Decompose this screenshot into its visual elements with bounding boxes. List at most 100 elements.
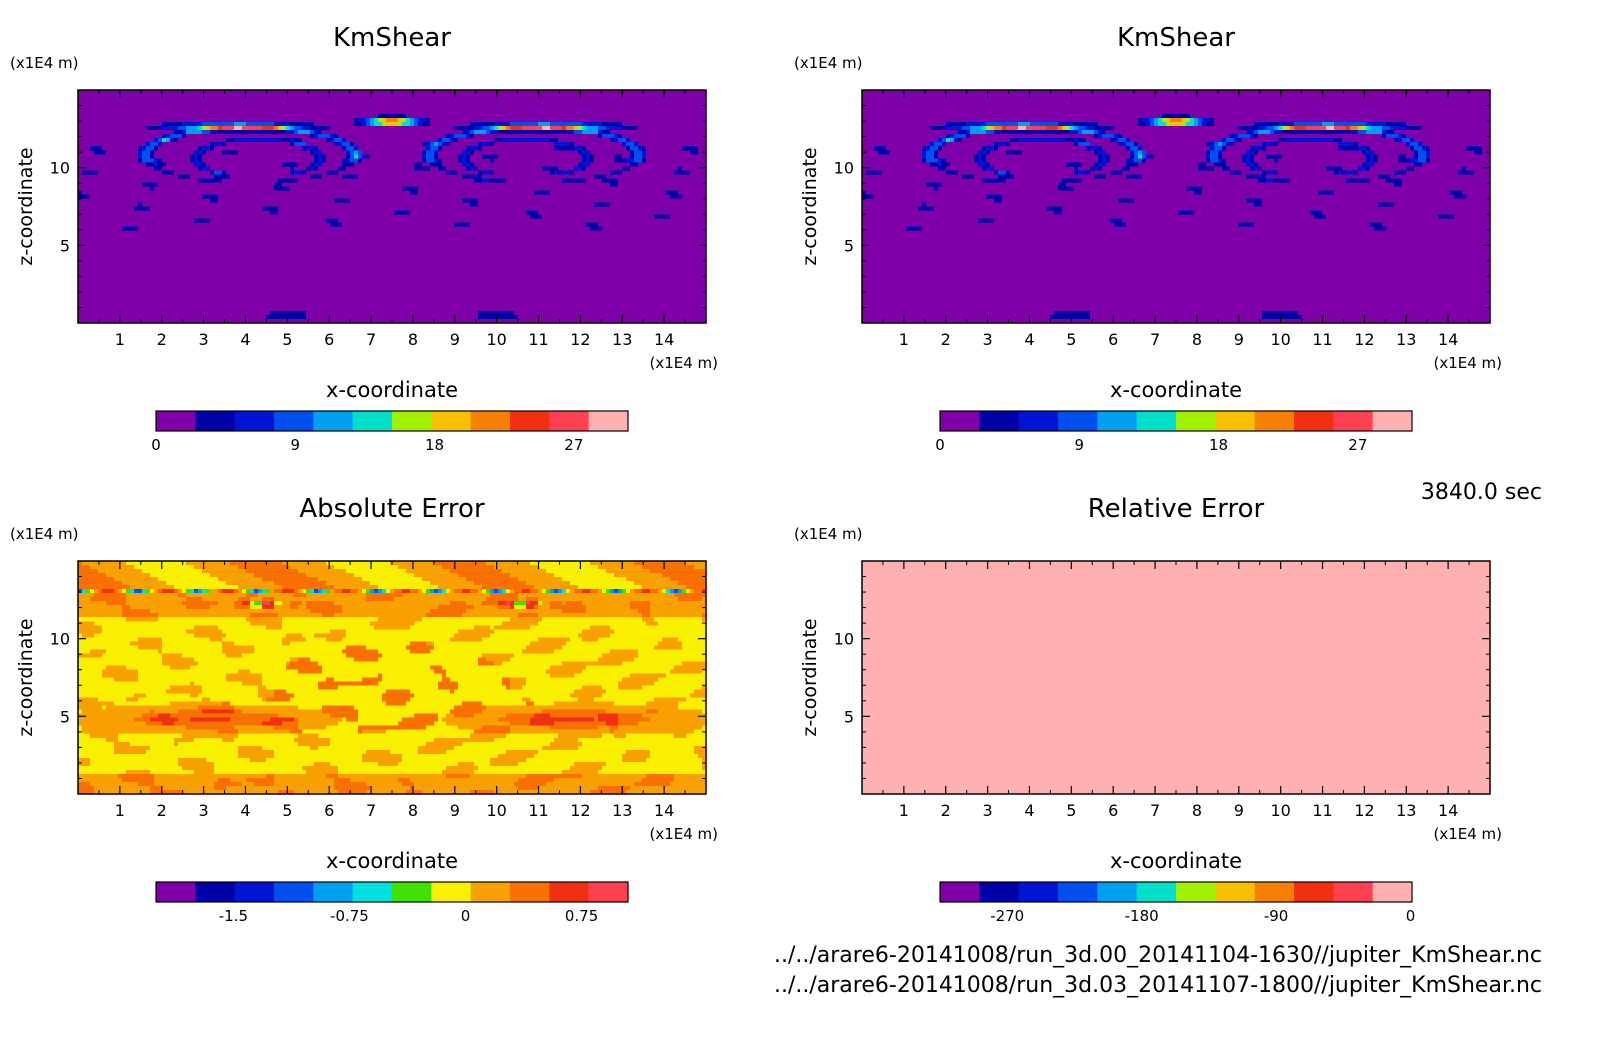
heatmap-cell: [266, 106, 270, 110]
heatmap-cell: [314, 162, 318, 166]
heatmap-cell: [390, 110, 394, 114]
heatmap-cell: [610, 146, 614, 150]
heatmap-cell: [602, 130, 606, 134]
heatmap-cell: [498, 154, 502, 158]
heatmap-cell: [634, 142, 638, 146]
heatmap-cell: [366, 114, 370, 118]
heatmap-cell: [298, 102, 302, 106]
heatmap-cell: [218, 110, 222, 114]
heatmap-cell: [530, 158, 534, 162]
heatmap-cell: [90, 158, 94, 162]
heatmap-cell: [230, 98, 234, 102]
heatmap-cell: [566, 98, 570, 102]
heatmap-cell: [230, 146, 234, 150]
heatmap-cell: [382, 114, 386, 118]
heatmap-cell: [246, 94, 250, 98]
heatmap-cell: [478, 110, 482, 114]
heatmap-cell: [478, 134, 482, 138]
heatmap-cell: [118, 98, 122, 102]
heatmap-cell: [438, 110, 442, 114]
heatmap-cell: [414, 130, 418, 134]
heatmap-cell: [410, 130, 414, 134]
heatmap-cell: [634, 102, 638, 106]
heatmap-cell: [326, 134, 330, 138]
heatmap-cell: [278, 130, 282, 134]
heatmap-cell: [210, 142, 214, 146]
heatmap-cell: [334, 130, 338, 134]
heatmap-cell: [466, 126, 470, 130]
heatmap-cell: [522, 118, 526, 122]
heatmap-cell: [114, 166, 118, 170]
heatmap-cell: [310, 162, 314, 166]
heatmap-cell: [194, 162, 198, 166]
heatmap-cell: [290, 102, 294, 106]
heatmap-cell: [110, 102, 114, 106]
heatmap-cell: [158, 118, 162, 122]
heatmap-cell: [646, 150, 650, 154]
heatmap-cell: [602, 122, 606, 126]
heatmap-cell: [82, 118, 86, 122]
heatmap-cell: [214, 102, 218, 106]
heatmap-cell: [590, 106, 594, 110]
heatmap-cell: [446, 118, 450, 122]
heatmap-cell: [646, 118, 650, 122]
heatmap-cell: [166, 142, 170, 146]
heatmap-cell: [486, 102, 490, 106]
heatmap-cell: [454, 102, 458, 106]
heatmap-cell: [682, 126, 686, 130]
heatmap-cell: [378, 138, 382, 142]
heatmap-cell: [402, 142, 406, 146]
heatmap-cell: [210, 106, 214, 110]
heatmap-cell: [690, 118, 694, 122]
heatmap-cell: [482, 102, 486, 106]
heatmap-cell: [198, 98, 202, 102]
heatmap-cell: [278, 154, 282, 158]
heatmap-cell: [682, 118, 686, 122]
heatmap-cell: [158, 130, 162, 134]
heatmap-cell: [150, 162, 154, 166]
heatmap-cell: [386, 154, 390, 158]
heatmap-cell: [354, 142, 358, 146]
heatmap-cell: [98, 118, 102, 122]
heatmap-cell: [182, 106, 186, 110]
heatmap-cell: [190, 130, 194, 134]
heatmap-cell: [330, 130, 334, 134]
heatmap-cell: [458, 150, 462, 154]
heatmap-cell: [90, 162, 94, 166]
heatmap-cell: [354, 146, 358, 150]
heatmap-cell: [142, 122, 146, 126]
heatmap-cell: [194, 158, 198, 162]
heatmap-cell: [546, 110, 550, 114]
heatmap-cell: [266, 98, 270, 102]
heatmap-cell: [414, 146, 418, 150]
heatmap-cell: [442, 102, 446, 106]
heatmap-cell: [582, 94, 586, 98]
heatmap-cell: [622, 102, 626, 106]
heatmap-cell: [210, 126, 214, 130]
heatmap-cell: [298, 166, 302, 170]
heatmap-cell: [402, 146, 406, 150]
heatmap-cell: [106, 134, 110, 138]
heatmap-cell: [346, 106, 350, 110]
heatmap-cell: [434, 114, 438, 118]
heatmap-cell: [522, 142, 526, 146]
heatmap-cell: [674, 130, 678, 134]
heatmap-cell: [118, 162, 122, 166]
heatmap-cell: [478, 98, 482, 102]
heatmap-cell: [146, 154, 150, 158]
heatmap-cell: [694, 126, 698, 130]
heatmap-cell: [654, 114, 658, 118]
heatmap-cell: [674, 102, 678, 106]
heatmap-cell: [294, 138, 298, 142]
heatmap-cell: [146, 114, 150, 118]
heatmap-cell: [590, 158, 594, 162]
heatmap-cell: [226, 146, 230, 150]
heatmap-cell: [130, 126, 134, 130]
heatmap-cell: [542, 166, 546, 170]
heatmap-cell: [470, 146, 474, 150]
heatmap-cell: [246, 146, 250, 150]
heatmap-cell: [510, 142, 514, 146]
heatmap-cell: [318, 118, 322, 122]
heatmap-cell: [202, 114, 206, 118]
heatmap-cell: [110, 138, 114, 142]
